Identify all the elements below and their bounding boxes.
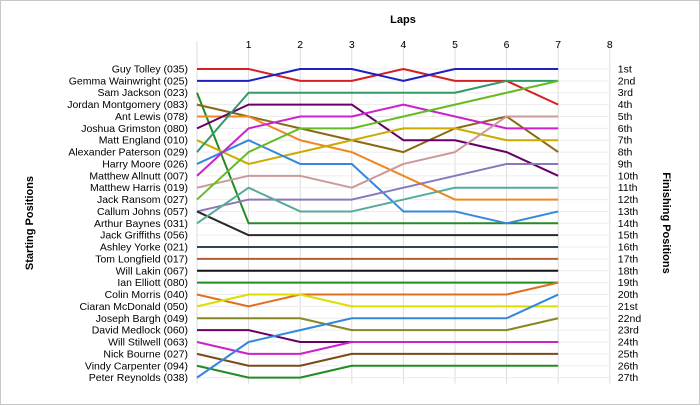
finishing-position-label: 10th bbox=[618, 170, 639, 182]
starting-position-labels: Guy Tolley (035)Gemma Wainwright (025)Sa… bbox=[67, 64, 188, 385]
starting-position-label: Tom Longfield (017) bbox=[95, 253, 188, 265]
x-tick-label: 1 bbox=[246, 39, 252, 51]
starting-position-label: Alexander Paterson (029) bbox=[68, 147, 188, 159]
x-tick-label: 3 bbox=[349, 39, 355, 51]
starting-position-label: Arthur Baynes (031) bbox=[94, 218, 188, 230]
finishing-position-label: 13th bbox=[618, 206, 639, 218]
series-line bbox=[196, 293, 559, 379]
starting-position-label: Jack Griffiths (056) bbox=[100, 230, 188, 242]
finishing-position-label: 18th bbox=[618, 265, 639, 277]
starting-position-label: Matt England (010) bbox=[99, 135, 188, 147]
chart-title: Laps bbox=[390, 14, 416, 26]
finishing-position-label: 9th bbox=[618, 158, 633, 170]
starting-position-label: Joseph Bargh (049) bbox=[96, 313, 188, 325]
series-line bbox=[196, 364, 559, 379]
starting-position-label: Joshua Grimston (080) bbox=[81, 123, 188, 135]
finishing-position-label: 5th bbox=[618, 111, 633, 123]
series-line bbox=[196, 139, 559, 225]
series-line bbox=[196, 103, 559, 154]
starting-position-label: Harry Moore (026) bbox=[102, 158, 188, 170]
starting-position-label: David Medlock (060) bbox=[92, 325, 188, 337]
series-line bbox=[196, 186, 559, 225]
starting-position-label: Ciaran McDonald (050) bbox=[79, 301, 188, 313]
starting-position-label: Nick Bourne (027) bbox=[103, 348, 188, 360]
x-tick-label: 4 bbox=[400, 39, 406, 51]
series-line bbox=[196, 293, 559, 308]
finishing-position-label: 22nd bbox=[618, 313, 642, 325]
series-line bbox=[196, 127, 559, 165]
finishing-position-label: 7th bbox=[618, 135, 633, 147]
series-lines bbox=[196, 68, 559, 379]
series-line bbox=[196, 352, 559, 367]
starting-position-label: Matthew Harris (019) bbox=[90, 182, 188, 194]
starting-position-label: Jack Ransom (027) bbox=[97, 194, 188, 206]
finishing-position-label: 3rd bbox=[618, 87, 633, 99]
series-line bbox=[196, 79, 559, 201]
finishing-position-label: 2nd bbox=[618, 75, 636, 87]
series-line bbox=[196, 341, 559, 355]
starting-position-label: Will Stilwell (063) bbox=[108, 337, 188, 349]
starting-position-label: Callum Johns (057) bbox=[97, 206, 188, 218]
finishing-position-label: 21st bbox=[618, 301, 638, 313]
series-line bbox=[196, 162, 559, 213]
series-line bbox=[197, 68, 559, 82]
x-tick-label: 5 bbox=[452, 39, 458, 51]
finishing-position-labels: 1st2nd3rd4th5th6th7th8th9th10th11th12th1… bbox=[618, 64, 642, 385]
finishing-position-label: 12th bbox=[618, 194, 639, 206]
starting-position-label: Peter Reynolds (038) bbox=[89, 372, 188, 384]
finishing-position-label: 16th bbox=[618, 242, 639, 254]
series-line bbox=[196, 281, 559, 308]
x-tick-label: 8 bbox=[607, 39, 613, 51]
finishing-position-label: 26th bbox=[618, 360, 639, 372]
starting-position-label: Gemma Wainwright (025) bbox=[69, 75, 188, 87]
finishing-position-label: 23rd bbox=[618, 325, 639, 337]
series-line bbox=[196, 115, 559, 189]
finishing-position-label: 6th bbox=[618, 123, 633, 135]
starting-position-label: Matthew Allnutt (007) bbox=[89, 170, 188, 182]
starting-position-label: Vindy Carpenter (094) bbox=[85, 360, 188, 372]
finishing-position-label: 25th bbox=[618, 348, 639, 360]
series-line bbox=[196, 210, 559, 237]
finishing-position-label: 19th bbox=[618, 277, 639, 289]
y-axis-label-right: Finishing Positions bbox=[660, 172, 672, 273]
finishing-position-label: 27th bbox=[618, 372, 639, 384]
y-axis-label-left: Starting Positions bbox=[24, 176, 36, 270]
starting-position-label: Sam Jackson (023) bbox=[98, 87, 188, 99]
finishing-position-label: 20th bbox=[618, 289, 639, 301]
x-tick-labels: 1 2 3 4 5 6 7 8 bbox=[246, 39, 613, 51]
x-tick-label: 2 bbox=[297, 39, 303, 51]
series-line bbox=[196, 92, 559, 225]
starting-position-label: Guy Tolley (035) bbox=[112, 64, 188, 76]
starting-position-label: Jordan Montgomery (083) bbox=[67, 99, 188, 111]
series-line bbox=[196, 79, 559, 153]
finishing-position-label: 11th bbox=[618, 182, 638, 194]
series-line bbox=[197, 329, 559, 344]
series-line bbox=[197, 317, 559, 332]
starting-position-label: Ian Elliott (080) bbox=[117, 277, 188, 289]
x-tick-label: 6 bbox=[504, 39, 510, 51]
starting-position-label: Will Lakin (067) bbox=[116, 265, 188, 277]
finishing-position-label: 24th bbox=[618, 337, 639, 349]
finishing-position-label: 8th bbox=[618, 147, 633, 159]
starting-position-label: Ant Lewis (078) bbox=[115, 111, 188, 123]
series-line bbox=[197, 115, 559, 201]
x-tick-label: 7 bbox=[555, 39, 561, 51]
finishing-position-label: 14th bbox=[618, 218, 639, 230]
finishing-position-label: 15th bbox=[618, 230, 639, 242]
starting-position-label: Colin Morris (040) bbox=[105, 289, 188, 301]
series-line bbox=[196, 103, 559, 177]
finishing-position-label: 17th bbox=[618, 253, 639, 265]
finishing-position-label: 1st bbox=[618, 64, 632, 76]
starting-position-label: Ashley Yorke (021) bbox=[100, 242, 188, 254]
finishing-position-label: 4th bbox=[618, 99, 633, 111]
